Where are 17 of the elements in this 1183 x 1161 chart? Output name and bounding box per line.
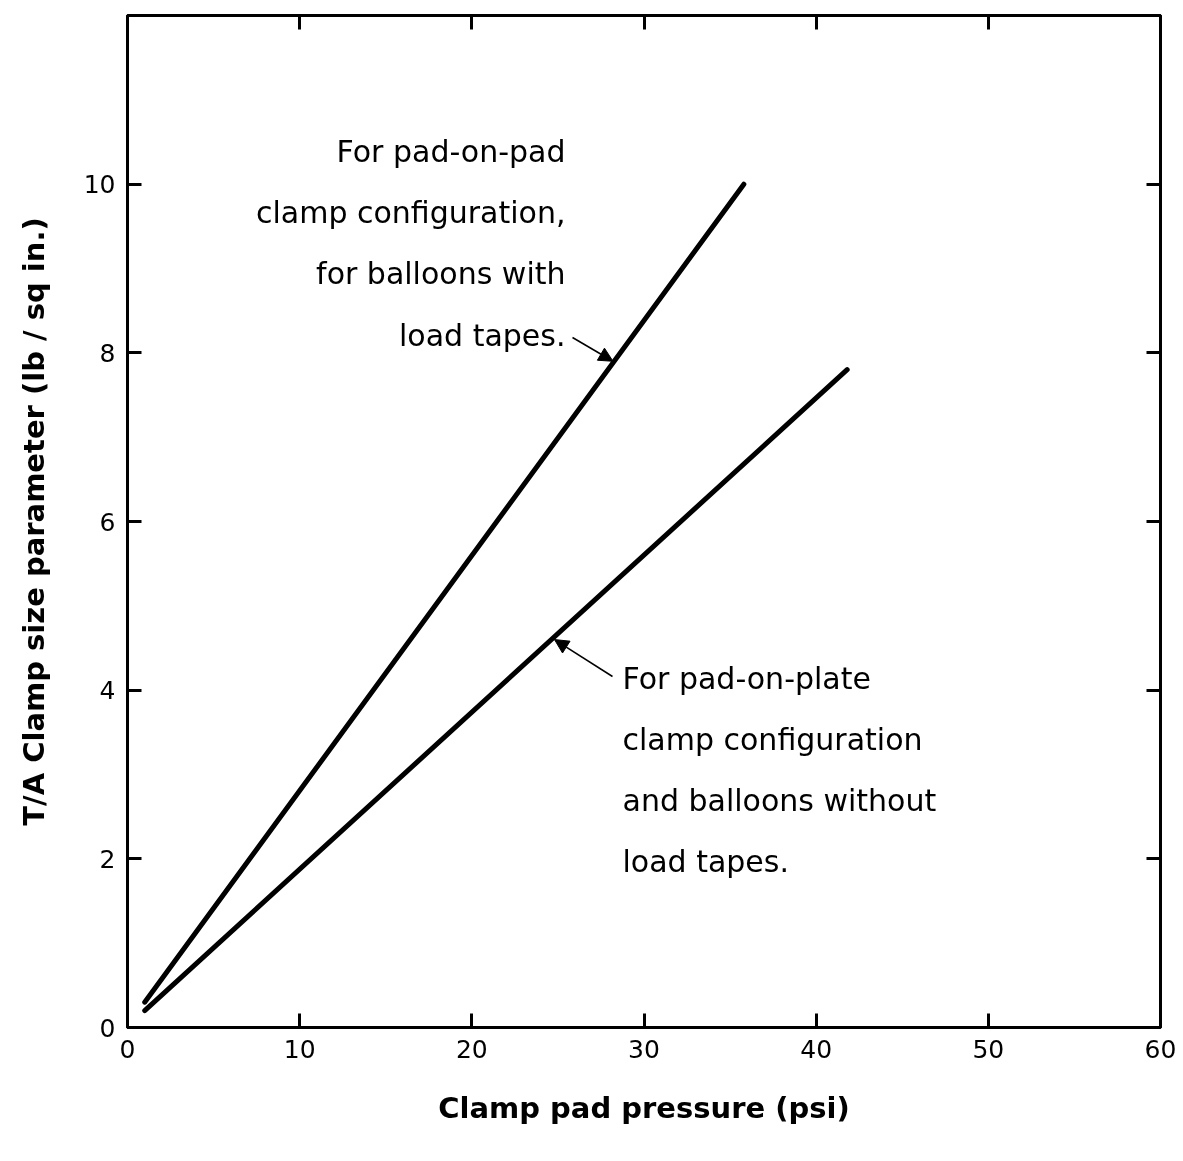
x-tick-label: 50 xyxy=(972,1034,1005,1064)
x-tick-label: 20 xyxy=(455,1034,488,1064)
y-tick-label: 2 xyxy=(99,844,116,874)
x-tick-label: 60 xyxy=(1144,1034,1177,1064)
y-tick-label: 0 xyxy=(99,1013,116,1043)
y-tick-label: 6 xyxy=(99,507,116,537)
x-tick-label: 30 xyxy=(628,1034,660,1064)
y-axis-title: T/A Clamp size parameter (lb / sq in.) xyxy=(16,217,51,826)
y-tick-label: 4 xyxy=(99,676,116,706)
x-axis-title: Clamp pad pressure (psi) xyxy=(438,1090,850,1125)
annotation: For pad-on-pad clamp configuration, for balloons with load tapes. xyxy=(255,133,566,353)
annotation: For pad-on-plate clamp configuration and balloons without load tapes. xyxy=(622,660,937,880)
x-tick-label: 0 xyxy=(119,1034,136,1064)
x-tick-label: 40 xyxy=(800,1034,833,1064)
x-tick-label: 10 xyxy=(283,1034,316,1064)
y-tick-label: 10 xyxy=(83,170,116,200)
y-tick-label: 8 xyxy=(99,338,116,368)
